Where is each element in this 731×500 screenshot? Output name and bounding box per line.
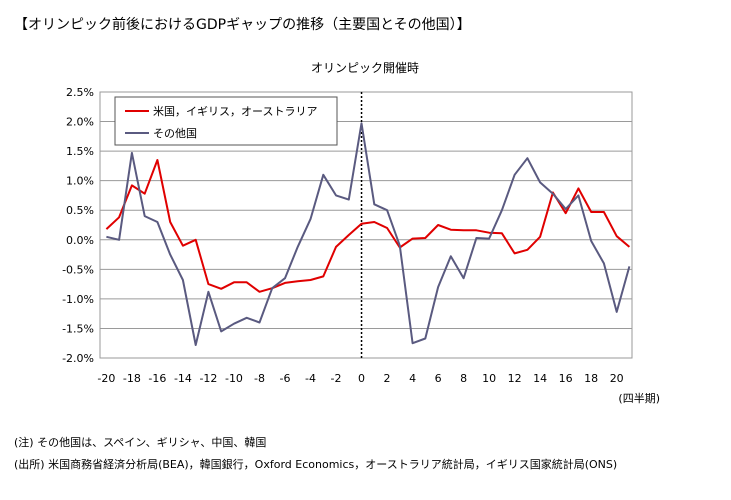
x-tick-label: 0 — [358, 372, 365, 385]
x-tick-label: -20 — [97, 372, 115, 385]
chart-subtitle: オリンピック開催時 — [311, 61, 419, 75]
x-tick-label: -6 — [280, 372, 291, 385]
x-tick-label: 4 — [409, 372, 416, 385]
y-tick-label: 2.0% — [66, 116, 94, 129]
x-tick-label: -18 — [123, 372, 141, 385]
line-chart: オリンピック開催時 (四半期) 2.5% 2.0% 1.5% 1.0% 0.5% 0.0%… — [62, 61, 660, 405]
x-tick-label: 16 — [559, 372, 573, 385]
series-line-2 — [106, 122, 631, 346]
x-tick-label: 6 — [435, 372, 442, 385]
x-axis-label: (四半期) — [618, 391, 660, 405]
x-tick-label: -4 — [305, 372, 316, 385]
plot-area-frame — [99, 91, 633, 359]
figure-title: 【オリンピック前後におけるGDPギャップの推移（主要国とその他国）】 — [14, 17, 471, 33]
x-tick-label: 20 — [610, 372, 624, 385]
y-tick-label: 0.0% — [66, 234, 94, 247]
y-tick-label: 0.5% — [66, 204, 94, 217]
x-tick-label: 18 — [584, 372, 598, 385]
legend-label: その他国 — [153, 127, 197, 140]
y-tick-label: -2.0% — [62, 352, 94, 365]
x-tick-label: -8 — [254, 372, 265, 385]
source-text: (出所) 米国商務省経済分析局(BEA)，韓国銀行，Oxford Economi… — [14, 458, 618, 471]
y-tick-label: -1.0% — [62, 293, 94, 306]
x-tick-label: 8 — [460, 372, 467, 385]
note-text: (注) その他国は、スペイン、ギリシャ、中国、韓国 — [14, 436, 267, 449]
x-tick-label: 12 — [508, 372, 522, 385]
series-line-1 — [105, 159, 631, 293]
x-tick-label: -2 — [331, 372, 342, 385]
legend-box — [114, 96, 338, 146]
x-tick-label: 10 — [482, 372, 496, 385]
y-tick-label: -0.5% — [62, 263, 94, 276]
x-tick-label: 2 — [384, 372, 391, 385]
y-tick-label: -1.5% — [62, 322, 94, 335]
x-tick-label: -10 — [225, 372, 243, 385]
x-tick-label: -16 — [148, 372, 166, 385]
legend-label: 米国，イギリス，オーストラリア — [153, 105, 317, 118]
x-tick-label: 14 — [533, 372, 547, 385]
x-tick-label: -14 — [174, 372, 192, 385]
x-tick-label: -12 — [199, 372, 217, 385]
y-tick-label: 2.5% — [66, 86, 94, 99]
y-tick-label: 1.5% — [66, 145, 94, 158]
y-tick-label: 1.0% — [66, 175, 94, 188]
